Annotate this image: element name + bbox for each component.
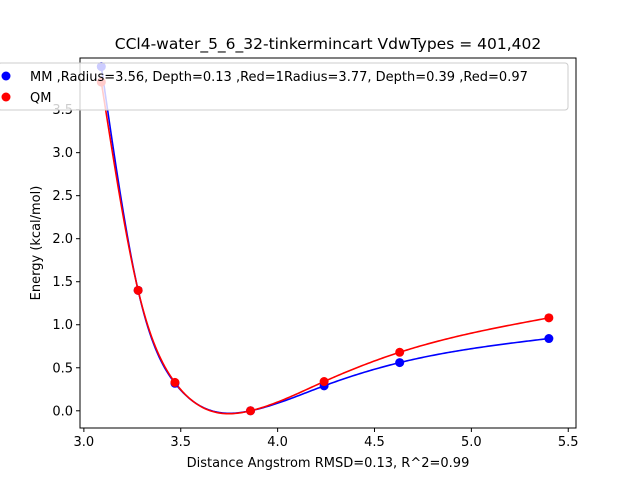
y-tick-label: 1.0 bbox=[52, 318, 73, 333]
x-tick-label: 4.5 bbox=[364, 435, 385, 450]
chart-title: CCl4-water_5_6_32-tinkermincart VdwTypes… bbox=[115, 35, 542, 54]
qm-data-point bbox=[395, 347, 405, 357]
x-tick-label: 5.0 bbox=[461, 435, 482, 450]
legend-label-qm: QM bbox=[30, 91, 51, 106]
qm-data-point bbox=[246, 406, 255, 416]
legend-marker-qm bbox=[1, 92, 11, 102]
x-tick-label: 3.5 bbox=[170, 435, 191, 450]
mm-data-point bbox=[395, 358, 405, 368]
y-tick-label: 2.0 bbox=[52, 232, 73, 247]
y-tick-label: 3.0 bbox=[52, 146, 73, 161]
legend: MM ,Radius=3.56, Depth=0.13 ,Red=1Radius… bbox=[0, 62, 569, 111]
mm-data-point bbox=[544, 334, 554, 344]
y-axis-ticks: 0.00.51.01.52.02.53.03.5 bbox=[52, 103, 80, 419]
axes-frame bbox=[79, 57, 577, 429]
y-tick-label: 0.5 bbox=[52, 361, 73, 376]
legend-box bbox=[0, 62, 569, 111]
x-tick-label: 4.0 bbox=[267, 435, 288, 450]
legend-label-mm: MM ,Radius=3.56, Depth=0.13 ,Red=1Radius… bbox=[30, 70, 528, 85]
y-tick-label: 1.5 bbox=[52, 275, 73, 290]
y-axis-label: Energy (kcal/mol) bbox=[29, 186, 44, 301]
x-axis-ticks: 3.0 3.5 4.0 4.5 5.0 5.5 bbox=[74, 428, 579, 450]
x-tick-label: 5.5 bbox=[558, 435, 579, 450]
x-tick-label: 3.0 bbox=[74, 435, 95, 450]
qm-data-point bbox=[170, 377, 180, 387]
x-axis-label: Distance Angstrom RMSD=0.13, R^2=0.99 bbox=[187, 456, 470, 471]
y-tick-label: 0.0 bbox=[52, 404, 73, 419]
y-tick-label: 2.5 bbox=[52, 189, 73, 204]
qm-data-point bbox=[133, 285, 143, 295]
legend-marker-mm bbox=[1, 71, 11, 81]
qm-data-point bbox=[319, 377, 329, 387]
qm-data-point bbox=[544, 313, 554, 323]
